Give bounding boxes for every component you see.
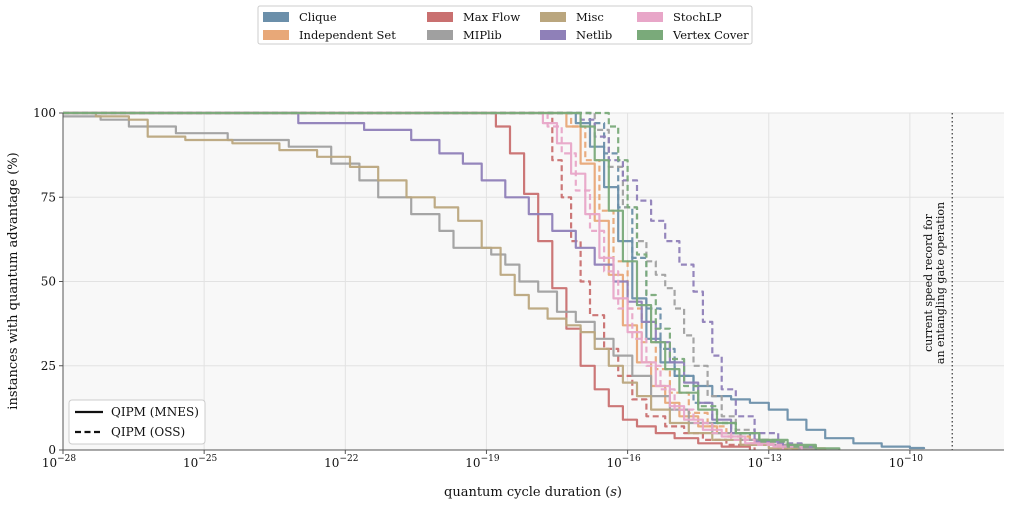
legend-swatch-stochlp (637, 12, 663, 22)
legend-swatch-independent-set (263, 30, 289, 40)
y-tick-label: 25 (41, 359, 56, 373)
category-legend-frame (257, 5, 753, 45)
x-axis-label: quantum cycle duration (s) (444, 485, 622, 500)
series-line-vertex-cover-dashed (63, 111, 817, 450)
series-line-misc-solid (63, 111, 799, 450)
y-tick-label: 100 (33, 106, 56, 120)
category-legend: Clique Independent Set Max Flow MIPlib Misc N… (257, 5, 753, 45)
series-line-stochlp-solid (63, 111, 803, 450)
legend-swatch-miplib (427, 30, 453, 40)
y-tick-label: 0 (48, 443, 56, 457)
series-line-vertex-cover-solid (63, 111, 841, 450)
x-tick-label: 10−16 (606, 454, 641, 470)
legend-label-independent-set: Independent Set (299, 28, 396, 42)
legend-swatch-vertex-cover (637, 30, 663, 40)
legend-label-miplib: MIPlib (463, 28, 502, 42)
legend-swatch-max-flow (427, 12, 453, 22)
series-line-netlib-solid (63, 111, 817, 450)
annotation-line2: an entangling gate operation (934, 202, 947, 364)
legend-label-misc: Misc (576, 10, 604, 24)
annotation-line1: current speed record for (922, 213, 935, 352)
legend-swatch-misc (540, 12, 566, 22)
legend-label-max-flow: Max Flow (463, 10, 520, 24)
style-legend-solid-label: QIPM (MNES) (111, 405, 199, 419)
legend-swatch-clique (263, 12, 289, 22)
series-line-miplib-dashed (63, 111, 799, 450)
axes: 10−28 10−25 10−22 10−19 10−16 10−13 10−10 0 25 5… (6, 106, 1004, 500)
series-line-independent-set-dashed (63, 111, 808, 450)
series-line-max-flow-dashed (63, 111, 756, 450)
y-axis-label: instances with quantum advantage (%) (6, 152, 21, 409)
x-tick-label: 10−25 (183, 454, 218, 470)
x-tick-label: 10−19 (465, 454, 500, 470)
x-tick-label: 10−28 (42, 454, 77, 470)
series-line-max-flow-solid (63, 111, 751, 450)
series-line-clique-solid (63, 111, 926, 450)
legend-label-clique: Clique (299, 10, 337, 24)
y-tick-label: 50 (41, 275, 56, 289)
series-line-netlib-dashed (63, 111, 803, 450)
x-tick-label: 10−13 (748, 454, 783, 470)
legend-label-netlib: Netlib (576, 28, 612, 42)
x-tick-label: 10−10 (889, 454, 924, 470)
x-tick-label: 10−22 (324, 454, 358, 470)
style-legend: QIPM (MNES) QIPM (OSS) (68, 399, 206, 445)
y-tick-label: 75 (41, 190, 56, 204)
legend-label-stochlp: StochLP (673, 10, 722, 24)
plot-area: current speed record for an entangling g… (62, 111, 1004, 451)
legend-label-vertex-cover: Vertex Cover (672, 28, 749, 42)
legend-swatch-netlib (540, 30, 566, 40)
style-legend-dashed-label: QIPM (OSS) (111, 425, 185, 439)
series-line-stochlp-dashed (63, 111, 784, 450)
